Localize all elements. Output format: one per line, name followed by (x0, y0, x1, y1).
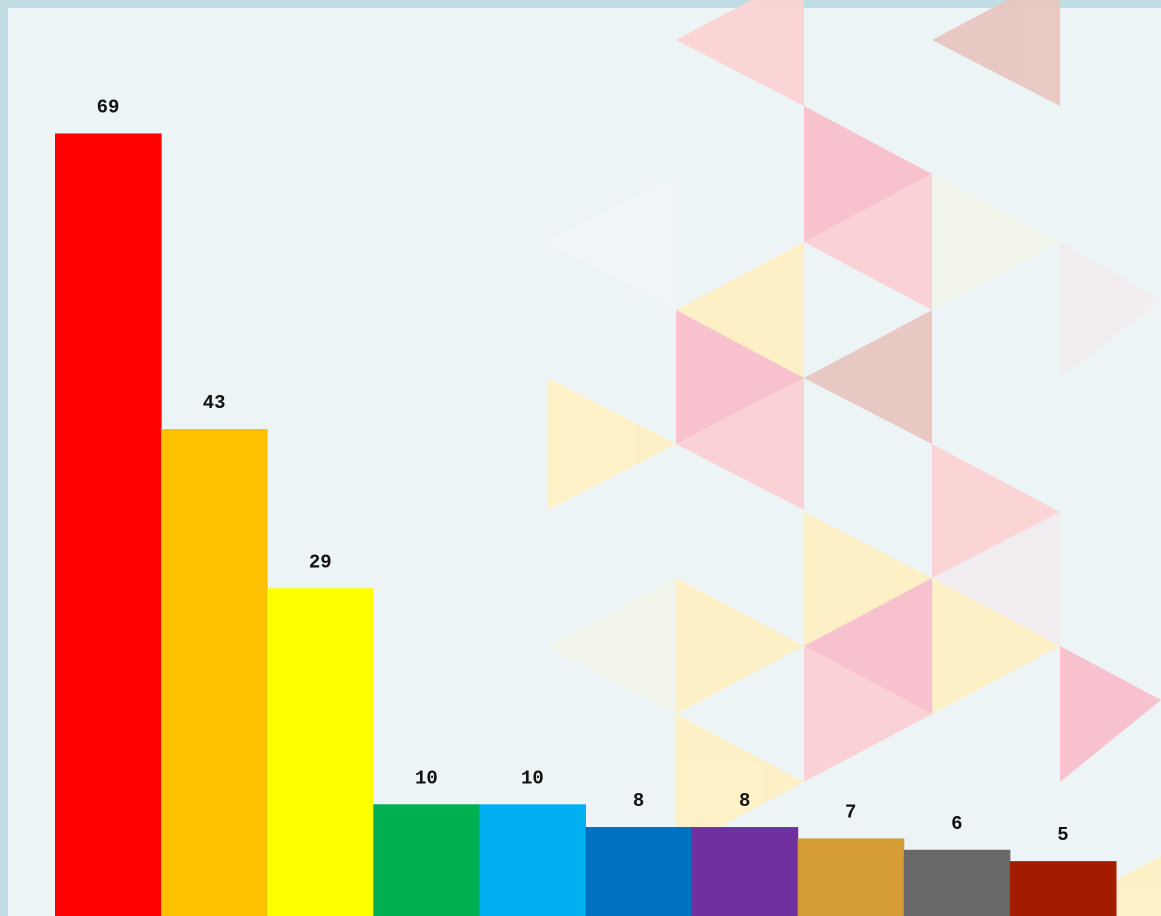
value-label: 7 (845, 801, 856, 823)
value-label: 8 (633, 790, 644, 812)
value-label: 29 (309, 551, 332, 573)
bar (585, 827, 693, 916)
value-label: 6 (951, 813, 962, 835)
value-label: 10 (415, 767, 438, 789)
bar (903, 849, 1011, 916)
value-label: 43 (203, 392, 226, 414)
bar (1009, 861, 1117, 916)
value-label: 69 (97, 96, 120, 118)
bar (797, 838, 905, 916)
bar (267, 588, 374, 916)
value-label: 8 (739, 790, 750, 812)
background-pattern (548, 0, 1161, 916)
value-label: 5 (1057, 824, 1068, 846)
bar (479, 804, 586, 916)
bar (55, 133, 162, 916)
bar (691, 827, 799, 916)
value-label: 10 (521, 767, 544, 789)
bar (161, 429, 268, 916)
bar (373, 804, 480, 916)
